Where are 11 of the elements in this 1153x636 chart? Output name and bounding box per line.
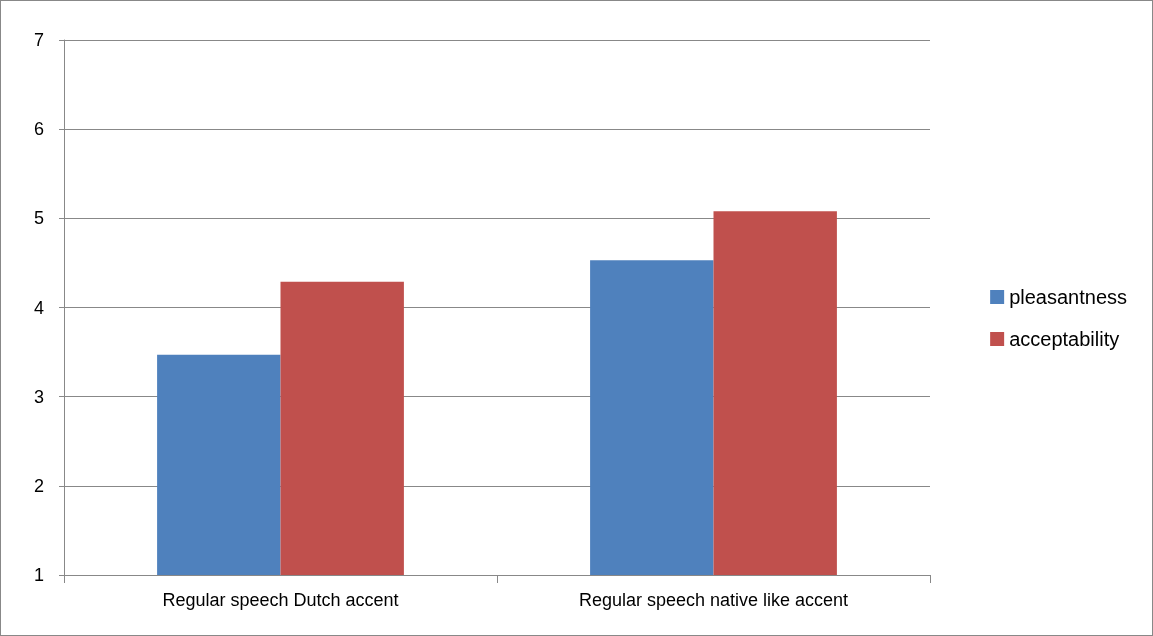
x-tick-label: Regular speech Dutch accent bbox=[162, 590, 399, 610]
y-tick-label: 7 bbox=[33, 30, 44, 50]
y-tick-label: 3 bbox=[33, 386, 44, 407]
y-tick-label: 4 bbox=[33, 297, 44, 318]
y-tick-label: 5 bbox=[33, 208, 44, 229]
y-tick-label: 2 bbox=[33, 475, 44, 496]
x-tick-label: Regular speech native like accent bbox=[578, 590, 849, 610]
y-tick-label: 6 bbox=[33, 119, 44, 140]
legend-label: acceptability bbox=[1009, 328, 1120, 350]
y-tick-label: 1 bbox=[33, 565, 44, 585]
legend-label: pleasantness bbox=[1009, 286, 1128, 308]
